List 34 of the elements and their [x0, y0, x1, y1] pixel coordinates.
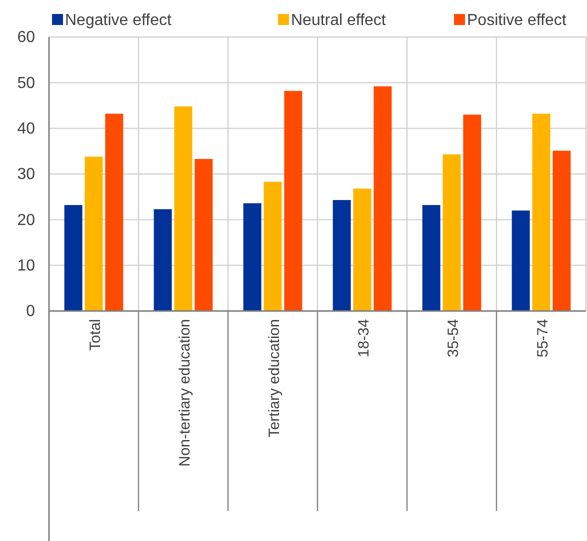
bar [243, 203, 262, 311]
x-tick-label: Total [86, 319, 104, 351]
x-tick-label: 35-54 [444, 319, 462, 358]
bar [174, 106, 192, 311]
bar [532, 114, 550, 311]
bar [64, 205, 82, 311]
bar [463, 114, 482, 311]
bar [512, 210, 530, 311]
y-tick-label: 50 [17, 74, 36, 92]
bar [264, 182, 282, 311]
bar [84, 156, 103, 311]
bar [194, 158, 213, 311]
bar [353, 188, 372, 311]
legend-label: Positive effect [467, 12, 567, 29]
x-tick-label: Tertiary education [266, 319, 283, 438]
x-tick-label: Non-tertiary education [176, 319, 194, 467]
legend-label: Negative effect [65, 12, 172, 29]
bar [105, 114, 124, 311]
y-tick-label: 0 [26, 303, 36, 320]
bar [154, 209, 172, 311]
y-tick-label: 10 [17, 257, 36, 274]
y-tick-label: 40 [17, 120, 36, 138]
bar [422, 205, 440, 311]
y-tick-label: 60 [17, 29, 36, 46]
bar [284, 90, 302, 311]
legend-label: Neutral effect [291, 12, 386, 29]
bar [552, 150, 571, 311]
x-tick-label: 55-74 [534, 319, 552, 358]
y-tick-label: 30 [17, 166, 36, 184]
bar [374, 86, 392, 311]
x-tick-label: 18-34 [355, 319, 372, 358]
bar [442, 154, 461, 311]
bar [332, 200, 351, 311]
y-tick-label: 20 [17, 212, 36, 229]
